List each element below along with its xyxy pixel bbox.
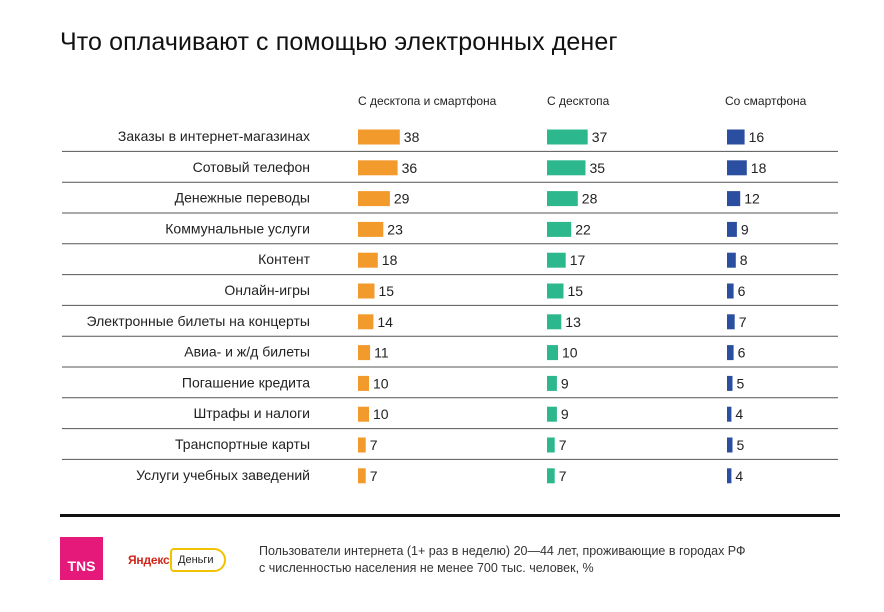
bar-value-label: 28 <box>582 191 598 207</box>
bar-value-label: 6 <box>738 283 746 299</box>
bar-value-label: 11 <box>374 345 389 361</box>
tns-logo: TNS <box>60 537 103 580</box>
bar-value-label: 35 <box>590 160 606 176</box>
footnote-line-2: с численностью населения не менее 700 ты… <box>259 561 594 575</box>
bar <box>547 468 555 484</box>
bar-value-label: 6 <box>738 345 746 361</box>
bar <box>358 160 398 176</box>
bar <box>547 375 557 391</box>
bar <box>547 406 557 422</box>
category-label: Авиа- и ж/д билеты <box>184 344 310 360</box>
bar <box>727 406 732 422</box>
bar <box>358 375 369 391</box>
bar <box>727 314 735 330</box>
bar-value-label: 10 <box>373 375 389 391</box>
bar <box>727 437 733 453</box>
category-label: Электронные билеты на концерты <box>86 313 310 329</box>
column-header-desktop: С десктопа <box>547 94 610 108</box>
yandex-logo: Яндекс <box>128 553 170 567</box>
bar-value-label: 4 <box>735 468 743 484</box>
bar-value-label: 7 <box>739 314 747 330</box>
bar-value-label: 9 <box>561 406 569 422</box>
category-label: Денежные переводы <box>175 190 310 206</box>
bar-chart: Заказы в интернет-магазинах 38 37 16 Сотовый… <box>62 128 838 484</box>
category-label: Штрафы и налоги <box>193 405 310 421</box>
category-label: Погашение кредита <box>182 374 310 390</box>
bar-value-label: 10 <box>373 406 389 422</box>
bar <box>727 160 747 176</box>
category-label: Сотовый телефон <box>193 159 310 175</box>
bar-value-label: 16 <box>749 129 765 145</box>
bar-value-label: 29 <box>394 191 410 207</box>
bar-value-label: 4 <box>735 406 743 422</box>
footnote: Пользователи интернета (1+ раз в неделю)… <box>259 543 819 577</box>
bar <box>358 221 384 237</box>
bar-value-label: 8 <box>740 252 748 268</box>
category-label: Контент <box>258 251 310 267</box>
footer-divider <box>60 514 840 517</box>
page-title: Что оплачивают с помощью электронных ден… <box>60 28 618 56</box>
bar <box>727 221 737 237</box>
bar <box>358 314 374 330</box>
bar-value-label: 14 <box>377 314 393 330</box>
bar <box>547 129 588 145</box>
bar-value-label: 23 <box>387 221 403 237</box>
column-header-smartphone: Со смартфона <box>725 94 807 108</box>
bar <box>547 437 555 453</box>
bar <box>358 129 400 145</box>
column-header-desktop-and-smartphone: С десктопа и смартфона <box>358 94 497 108</box>
bar-value-label: 10 <box>562 345 578 361</box>
bar-value-label: 22 <box>575 221 591 237</box>
bar <box>358 437 366 453</box>
bar-value-label: 13 <box>565 314 581 330</box>
category-label: Услуги учебных заведений <box>136 467 310 483</box>
bar-value-label: 15 <box>568 283 584 299</box>
bar-value-label: 17 <box>570 252 586 268</box>
bar-value-label: 9 <box>741 221 749 237</box>
bar <box>727 252 736 268</box>
bar-value-label: 5 <box>737 375 745 391</box>
dengi-logo: Деньги <box>170 548 226 572</box>
bar <box>547 160 586 176</box>
bar <box>547 314 562 330</box>
bar <box>358 406 369 422</box>
category-label: Онлайн-игры <box>224 282 310 298</box>
bar <box>727 129 745 145</box>
bar-value-label: 18 <box>382 252 398 268</box>
category-label: Коммунальные услуги <box>165 220 310 236</box>
bar <box>358 468 366 484</box>
bar <box>358 345 371 361</box>
bar-value-label: 5 <box>737 437 745 453</box>
bar-value-label: 7 <box>559 437 567 453</box>
bar <box>358 252 378 268</box>
bar <box>727 375 733 391</box>
bar-value-label: 15 <box>379 283 395 299</box>
bar-value-label: 36 <box>402 160 418 176</box>
bar-value-label: 7 <box>559 468 567 484</box>
footnote-line-1: Пользователи интернета (1+ раз в неделю)… <box>259 544 746 558</box>
bar <box>547 252 566 268</box>
category-label: Транспортные карты <box>175 436 310 452</box>
bar-value-label: 7 <box>370 437 378 453</box>
bar-value-label: 12 <box>744 191 760 207</box>
bar <box>727 283 734 299</box>
bar <box>358 191 390 207</box>
bar <box>358 283 375 299</box>
bar-value-label: 7 <box>370 468 378 484</box>
category-label: Заказы в интернет-магазинах <box>118 128 310 144</box>
bar <box>547 345 558 361</box>
bar <box>547 191 578 207</box>
bar-value-label: 9 <box>561 375 569 391</box>
bar <box>547 221 572 237</box>
bar <box>727 191 741 207</box>
bar <box>547 283 564 299</box>
bar-value-label: 38 <box>404 129 420 145</box>
bar <box>727 468 732 484</box>
bar-value-label: 18 <box>751 160 767 176</box>
bar <box>727 345 734 361</box>
bar-value-label: 37 <box>592 129 608 145</box>
